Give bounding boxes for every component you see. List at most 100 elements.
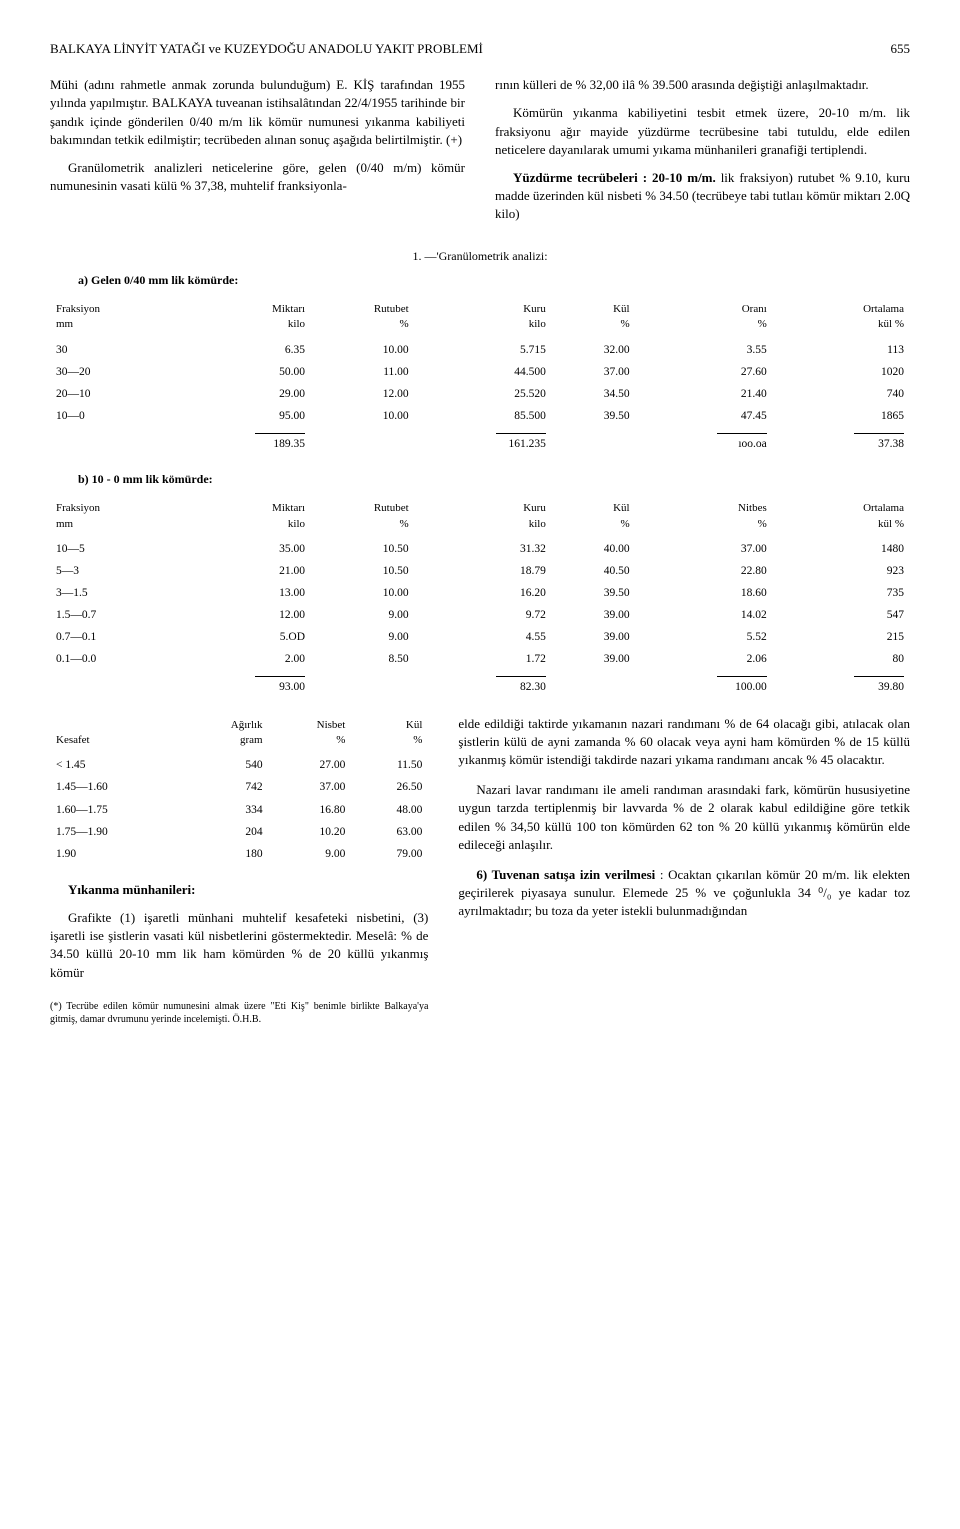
table-cell: 39.00 — [552, 648, 636, 670]
table-cell: 740 — [773, 383, 910, 405]
intro-columns: Mühi (adını rahmetle anmak zorunda bulun… — [50, 76, 910, 233]
table-cell: 1.90 — [50, 843, 180, 865]
table-row: < 1.4554027.0011.50 — [50, 754, 428, 776]
lower-right-p2: Nazari lavar randımanı ile ameli randıma… — [458, 781, 910, 854]
table-cell: 5.715 — [415, 339, 552, 361]
table-cell: 34.50 — [552, 383, 636, 405]
hdr: % — [357, 733, 422, 748]
table-cell: 10.50 — [311, 560, 415, 582]
hdr: gram — [186, 733, 263, 748]
lower-left: Kesafet Ağırlıkgram Nisbet% Kül% < 1.455… — [50, 715, 428, 1027]
table-cell: 31.32 — [415, 538, 552, 560]
table-cell: 16.80 — [269, 799, 352, 821]
table-cell: 11.00 — [311, 361, 415, 383]
table-cell: 37.00 — [636, 538, 773, 560]
table-cell: 5—3 — [50, 560, 174, 582]
table-cell: 5.OD — [174, 626, 311, 648]
table-cell: 735 — [773, 582, 910, 604]
table-cell: 2.00 — [174, 648, 311, 670]
table-cell: 44.500 — [415, 361, 552, 383]
table-cell: 1.60—1.75 — [50, 799, 180, 821]
table-cell: 14.02 — [636, 604, 773, 626]
table-cell: 547 — [773, 604, 910, 626]
table-cell: 13.00 — [174, 582, 311, 604]
table-cell: 95.00 — [174, 405, 311, 427]
table-c: Kesafet Ağırlıkgram Nisbet% Kül% < 1.455… — [50, 715, 428, 865]
hdr: mm — [56, 517, 168, 532]
table-c-header: Kesafet Ağırlıkgram Nisbet% Kül% — [50, 715, 428, 755]
table-a: Fraksiyonmm Miktarıkilo Rutubet% Kurukil… — [50, 299, 910, 455]
sum: 39.80 — [854, 676, 904, 695]
sum: 37.38 — [854, 433, 904, 452]
hdr: Nitbes — [642, 501, 767, 516]
table-cell: 39.00 — [552, 626, 636, 648]
table-cell: 9.00 — [311, 604, 415, 626]
hdr: Ortalama — [779, 501, 904, 516]
table-cell: 5.52 — [636, 626, 773, 648]
hdr: Fraksiyon — [56, 302, 168, 317]
table-cell: 18.60 — [636, 582, 773, 604]
table-cell: 40.00 — [552, 538, 636, 560]
table-cell: 48.00 — [351, 799, 428, 821]
table-cell: 21.40 — [636, 383, 773, 405]
table-row: 20—1029.0012.0025.52034.5021.40740 — [50, 383, 910, 405]
lower-left-p1: Grafikte (1) işaretli münhani muhtelif k… — [50, 909, 428, 982]
table-cell: 6.35 — [174, 339, 311, 361]
hdr: % — [642, 317, 767, 332]
table-cell: 10.50 — [311, 538, 415, 560]
table-cell: 18.79 — [415, 560, 552, 582]
table-cell: 1.5—0.7 — [50, 604, 174, 626]
footnote: (*) Tecrübe edilen kömür numunesini alma… — [50, 1000, 428, 1027]
table-cell: < 1.45 — [50, 754, 180, 776]
table-cell: 12.00 — [174, 604, 311, 626]
table-row: 0.7—0.15.OD9.004.5539.005.52215 — [50, 626, 910, 648]
page-number: 655 — [891, 40, 911, 58]
table-cell: 9.00 — [311, 626, 415, 648]
hdr: % — [642, 517, 767, 532]
table-cell: 1.75—1.90 — [50, 821, 180, 843]
hdr: Fraksiyon — [56, 501, 168, 516]
table-a-caption: a) Gelen 0/40 mm lik kömürde: — [78, 272, 910, 289]
right-p3: Yüzdürme tecrübeleri : 20-10 m/m. lik fr… — [495, 169, 910, 224]
table-cell: 25.520 — [415, 383, 552, 405]
table-cell: 9.72 — [415, 604, 552, 626]
hdr: Ortalama — [779, 302, 904, 317]
table-cell: 27.00 — [269, 754, 352, 776]
table-cell: 204 — [180, 821, 269, 843]
table-cell: 80 — [773, 648, 910, 670]
analysis-label: 1. —'Granülometrik analizi: — [50, 248, 910, 265]
table-cell: 9.00 — [269, 843, 352, 865]
table-b-sum: 93.00 82.30 100.00 39.80 — [50, 670, 910, 698]
table-cell: 21.00 — [174, 560, 311, 582]
table-row: 1.901809.0079.00 — [50, 843, 428, 865]
table-cell: 26.50 — [351, 776, 428, 798]
table-row: 0.1—0.02.008.501.7239.002.0680 — [50, 648, 910, 670]
table-cell: 27.60 — [636, 361, 773, 383]
right-p3-bold: Yüzdürme tecrübeleri : 20-10 m/m. — [513, 170, 716, 185]
table-cell: 47.45 — [636, 405, 773, 427]
table-cell: 85.500 — [415, 405, 552, 427]
table-b-header: Fraksiyonmm Miktarıkilo Rutubet% Kurukil… — [50, 498, 910, 538]
table-cell: 113 — [773, 339, 910, 361]
table-cell: 3—1.5 — [50, 582, 174, 604]
right-p2: Kömürün yıkanma kabiliyetini tesbit etme… — [495, 104, 910, 159]
table-cell: 334 — [180, 799, 269, 821]
sum: 189.35 — [255, 433, 305, 452]
table-b-caption: b) 10 - 0 mm lik kömürde: — [78, 471, 910, 488]
table-row: 1.5—0.712.009.009.7239.0014.02547 — [50, 604, 910, 626]
table-row: 3—1.513.0010.0016.2039.5018.60735 — [50, 582, 910, 604]
table-cell: 29.00 — [174, 383, 311, 405]
table-cell: 1.72 — [415, 648, 552, 670]
left-p2: Granülometrik analizleri neticelerine gö… — [50, 159, 465, 195]
hdr: % — [275, 733, 346, 748]
hdr: Nisbet — [275, 718, 346, 733]
table-cell: 0.1—0.0 — [50, 648, 174, 670]
table-cell: 2.06 — [636, 648, 773, 670]
hdr: kül % — [779, 317, 904, 332]
table-cell: 10.20 — [269, 821, 352, 843]
table-row: 5—321.0010.5018.7940.5022.80923 — [50, 560, 910, 582]
left-column: Mühi (adını rahmetle anmak zorunda bulun… — [50, 76, 465, 233]
sum: 82.30 — [496, 676, 546, 695]
sum: ıoo.oa — [717, 433, 767, 452]
table-cell: 8.50 — [311, 648, 415, 670]
